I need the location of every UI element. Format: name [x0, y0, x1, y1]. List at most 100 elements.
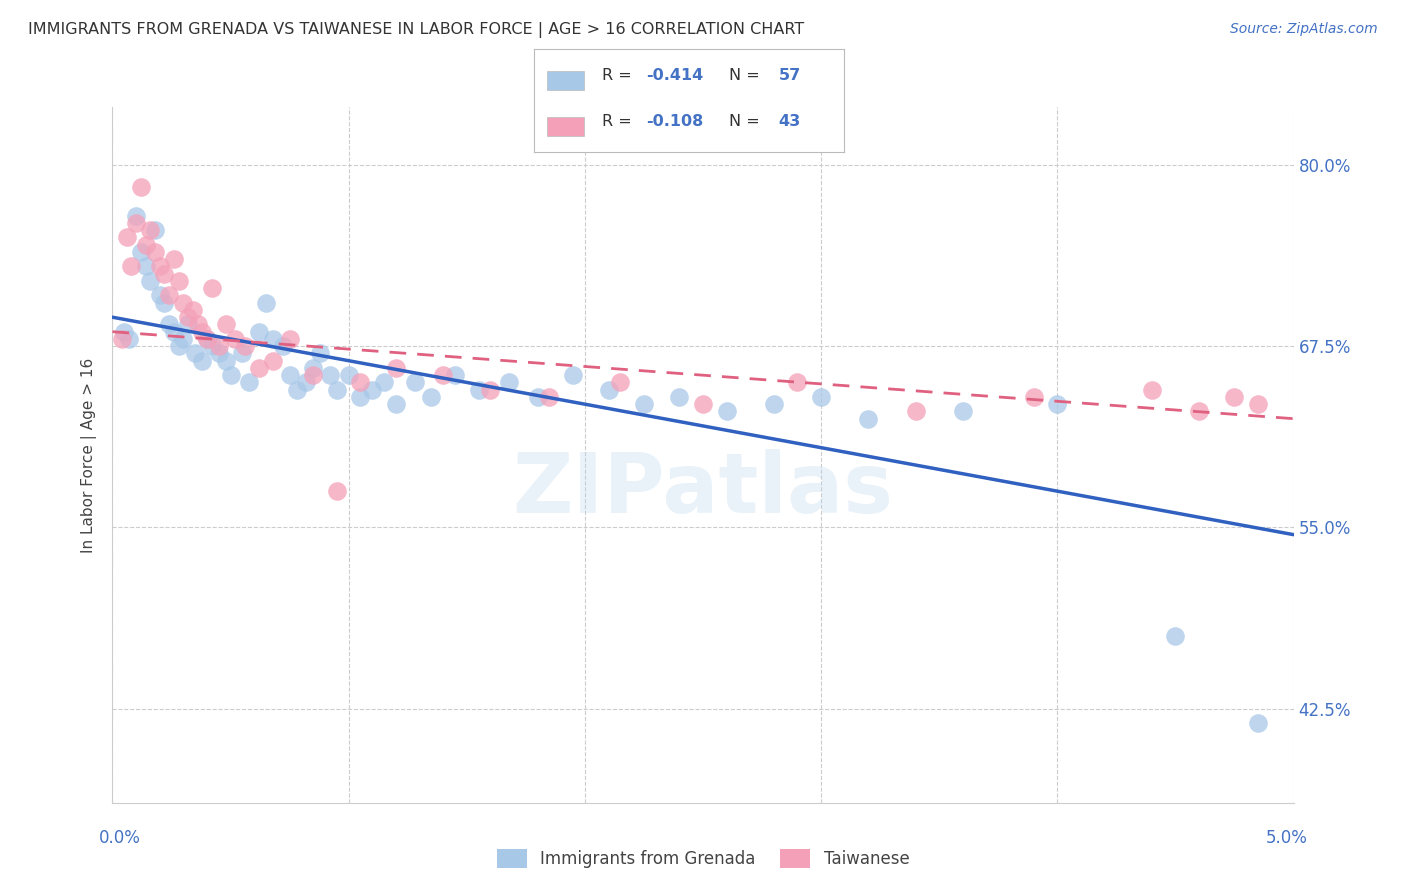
Point [337, 368, 360, 383]
Point [157, 288, 180, 302]
Bar [547, 70, 583, 90]
Point [149, 288, 172, 302]
Point [167, 274, 190, 288]
Point [163, 252, 186, 267]
Text: -0.414: -0.414 [645, 68, 703, 83]
Point [598, 383, 620, 397]
Text: N =: N = [730, 68, 765, 83]
Point [153, 295, 176, 310]
Point [219, 368, 242, 383]
Point [278, 368, 301, 383]
Point [129, 179, 152, 194]
Point [172, 332, 194, 346]
Point [479, 383, 502, 397]
Point [349, 390, 371, 404]
Point [186, 318, 208, 332]
Text: N =: N = [730, 114, 765, 128]
Point [444, 368, 467, 383]
Point [125, 216, 148, 230]
Point [149, 260, 172, 274]
Point [349, 376, 371, 390]
Point [118, 332, 141, 346]
Point [285, 383, 308, 397]
Point [247, 325, 270, 339]
Point [139, 274, 162, 288]
Point [111, 332, 134, 346]
Point [1223, 390, 1246, 404]
Text: 0.0%: 0.0% [98, 830, 141, 847]
Point [191, 325, 214, 339]
Point [163, 325, 186, 339]
Point [904, 404, 927, 418]
Point [858, 411, 880, 425]
Point [786, 376, 808, 390]
Point [1188, 404, 1211, 418]
Point [120, 260, 142, 274]
Y-axis label: In Labor Force | Age > 16: In Labor Force | Age > 16 [80, 358, 97, 552]
Point [167, 339, 190, 353]
Point [271, 339, 294, 353]
Text: ZIPatlas: ZIPatlas [513, 450, 893, 530]
Point [385, 361, 408, 376]
Point [373, 376, 395, 390]
Point [238, 376, 260, 390]
Point [115, 230, 138, 244]
Point [195, 332, 218, 346]
Point [302, 361, 325, 376]
Point [153, 267, 176, 281]
Point [201, 339, 224, 353]
Point [692, 397, 714, 411]
Point [609, 376, 631, 390]
Text: R =: R = [602, 68, 637, 83]
Text: R =: R = [602, 114, 637, 128]
Bar [547, 117, 583, 136]
Point [254, 295, 277, 310]
Point [177, 318, 200, 332]
Point [191, 353, 214, 368]
Point [404, 376, 426, 390]
Point [952, 404, 974, 418]
Point [498, 376, 520, 390]
Point [181, 303, 204, 318]
Point [125, 209, 148, 223]
Point [326, 383, 349, 397]
Point [1140, 383, 1163, 397]
Point [1022, 390, 1045, 404]
Point [184, 346, 207, 360]
Point [762, 397, 785, 411]
Point [668, 390, 690, 404]
Point [361, 383, 384, 397]
Point [208, 339, 231, 353]
Point [302, 368, 325, 383]
Point [1164, 629, 1187, 643]
Point [201, 281, 224, 295]
Point [262, 353, 284, 368]
Point [295, 376, 318, 390]
Point [231, 346, 253, 360]
Point [215, 353, 238, 368]
Point [129, 244, 152, 259]
Point [326, 484, 349, 499]
Text: 43: 43 [779, 114, 801, 128]
Text: IMMIGRANTS FROM GRENADA VS TAIWANESE IN LABOR FORCE | AGE > 16 CORRELATION CHART: IMMIGRANTS FROM GRENADA VS TAIWANESE IN … [28, 22, 804, 38]
Point [526, 390, 548, 404]
Text: -0.108: -0.108 [645, 114, 703, 128]
Point [309, 346, 332, 360]
Point [139, 223, 162, 237]
Point [143, 244, 166, 259]
Legend: Immigrants from Grenada, Taiwanese: Immigrants from Grenada, Taiwanese [489, 842, 917, 874]
Point [1247, 716, 1270, 731]
Text: 5.0%: 5.0% [1265, 830, 1308, 847]
Point [385, 397, 408, 411]
Point [157, 318, 180, 332]
Point [1046, 397, 1069, 411]
Point [224, 332, 246, 346]
Point [247, 361, 270, 376]
Point [143, 223, 166, 237]
Point [195, 332, 218, 346]
Text: 57: 57 [779, 68, 801, 83]
Point [716, 404, 738, 418]
Point [810, 390, 832, 404]
Point [112, 325, 135, 339]
Point [538, 390, 561, 404]
